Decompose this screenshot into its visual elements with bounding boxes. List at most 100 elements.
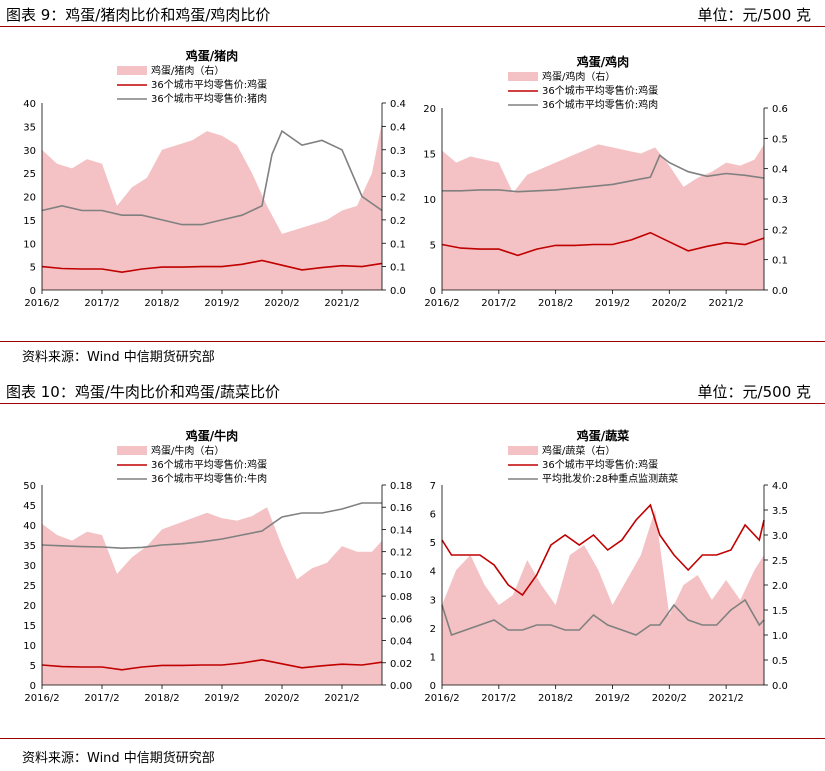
legend-label: 36个城市平均零售价:鸡肉 [542,98,658,111]
right-tick-label: 0.2 [390,193,406,204]
left-tick-label: 2 [430,624,436,635]
x-tick-label: 2021/2 [709,298,744,309]
x-tick-label: 2017/2 [84,298,119,309]
right-tick-label: 0.1 [390,263,406,274]
x-tick-label: 2016/2 [424,693,459,704]
series-line [441,598,765,637]
series-line [441,231,765,257]
left-tick-label: 20 [23,193,36,204]
left-tick-label: 0 [430,681,436,692]
right-tick-label: 0.10 [390,570,412,581]
left-tick-label: 5 [430,241,436,252]
left-tick-label: 30 [23,561,36,572]
legend-label: 36个城市平均零售价:鸡蛋 [151,78,267,91]
right-tick-label: 0.1 [772,256,788,267]
left-tick-label: 40 [23,521,36,532]
figure-9-title: 图表 9：鸡蛋/猪肉比价和鸡蛋/鸡肉比价 [6,6,271,24]
left-tick-label: 20 [23,601,36,612]
right-tick-label: 0.12 [390,548,412,559]
left-tick-label: 30 [23,146,36,157]
legend-label: 鸡蛋/蔬菜（右） [542,444,615,457]
x-tick-label: 2016/2 [24,693,59,704]
chart-egg-vegetable: 鸡蛋/蔬菜鸡蛋/蔬菜（右）36个城市平均零售价:鸡蛋平均批发价:28种重点监测蔬… [424,428,788,704]
x-tick-label: 2018/2 [538,298,573,309]
x-tick-label: 2016/2 [424,298,459,309]
x-tick-label: 2018/2 [144,298,179,309]
x-tick-label: 2019/2 [595,693,630,704]
right-tick-label: 1.0 [772,631,788,642]
x-tick-label: 2017/2 [84,693,119,704]
legend-label: 鸡蛋/鸡肉（右） [542,70,615,83]
right-tick-label: 0.5 [772,656,788,667]
x-tick-label: 2019/2 [204,693,239,704]
right-tick-label: 0.2 [772,225,788,236]
left-tick-label: 40 [23,99,36,110]
x-tick-label: 2020/2 [652,693,687,704]
figure-10-unit: 单位：元/500 克 [697,383,811,401]
right-tick-label: 0.4 [390,99,406,110]
chart-title: 鸡蛋/鸡肉 [576,54,629,69]
right-tick-label: 0.0 [772,286,788,297]
figure-10-footer-line [0,738,825,739]
series-area [42,507,382,685]
right-tick-label: 0.14 [390,525,412,536]
right-tick-label: 0.02 [390,659,412,670]
figure-9-unit: 单位：元/500 克 [697,6,811,24]
series-line [41,658,383,671]
series-area [442,510,764,685]
right-tick-label: 0.4 [772,165,788,176]
series-line [41,259,383,274]
chart-title: 鸡蛋/牛肉 [185,428,238,443]
left-tick-label: 35 [23,122,36,133]
left-tick-label: 25 [23,581,36,592]
legend-swatch-area [117,66,147,75]
x-tick-label: 2021/2 [324,693,359,704]
left-tick-label: 0 [430,286,436,297]
right-tick-label: 0.2 [390,216,406,227]
legend-label: 36个城市平均零售价:鸡蛋 [542,84,658,97]
left-tick-label: 6 [430,510,436,521]
series-area [442,144,764,290]
figure-9-header: 图表 9：鸡蛋/猪肉比价和鸡蛋/鸡肉比价 单位：元/500 克 [0,0,825,27]
right-tick-label: 0.1 [390,239,406,250]
x-tick-label: 2017/2 [481,298,516,309]
left-tick-label: 20 [423,104,436,115]
right-tick-label: 3.0 [772,531,788,542]
figure-10-header: 图表 10：鸡蛋/牛肉比价和鸡蛋/蔬菜比价 单位：元/500 克 [0,377,825,404]
x-tick-label: 2016/2 [24,298,59,309]
legend-label: 鸡蛋/牛肉（右） [151,444,224,457]
left-tick-label: 5 [30,661,36,672]
left-tick-label: 10 [23,641,36,652]
series-area [42,121,382,290]
left-tick-label: 45 [23,501,36,512]
x-tick-label: 2018/2 [144,693,179,704]
series-line [442,154,765,193]
legend-label: 鸡蛋/猪肉（右） [151,64,224,77]
figure-10-title: 图表 10：鸡蛋/牛肉比价和鸡蛋/蔬菜比价 [6,383,280,401]
left-tick-label: 35 [23,541,36,552]
right-tick-label: 0.00 [390,681,412,692]
left-tick-label: 0 [30,286,36,297]
x-tick-label: 2021/2 [709,693,744,704]
x-tick-label: 2020/2 [264,298,299,309]
left-tick-label: 7 [430,481,436,492]
right-tick-label: 0.4 [390,122,406,133]
x-tick-label: 2018/2 [538,693,573,704]
right-tick-label: 2.5 [772,556,788,567]
right-tick-label: 0.6 [772,104,788,115]
series-line [41,502,382,550]
right-tick-label: 0.0 [772,681,788,692]
x-tick-label: 2020/2 [264,693,299,704]
right-tick-label: 3.5 [772,506,788,517]
right-tick-label: 0.06 [390,614,412,625]
left-tick-label: 25 [23,169,36,180]
left-tick-label: 50 [23,481,36,492]
left-tick-label: 10 [23,239,36,250]
left-tick-label: 3 [430,595,436,606]
right-tick-label: 0.0 [390,286,406,297]
right-tick-label: 2.0 [772,581,788,592]
right-tick-label: 0.3 [390,146,406,157]
right-tick-label: 0.18 [390,481,412,492]
